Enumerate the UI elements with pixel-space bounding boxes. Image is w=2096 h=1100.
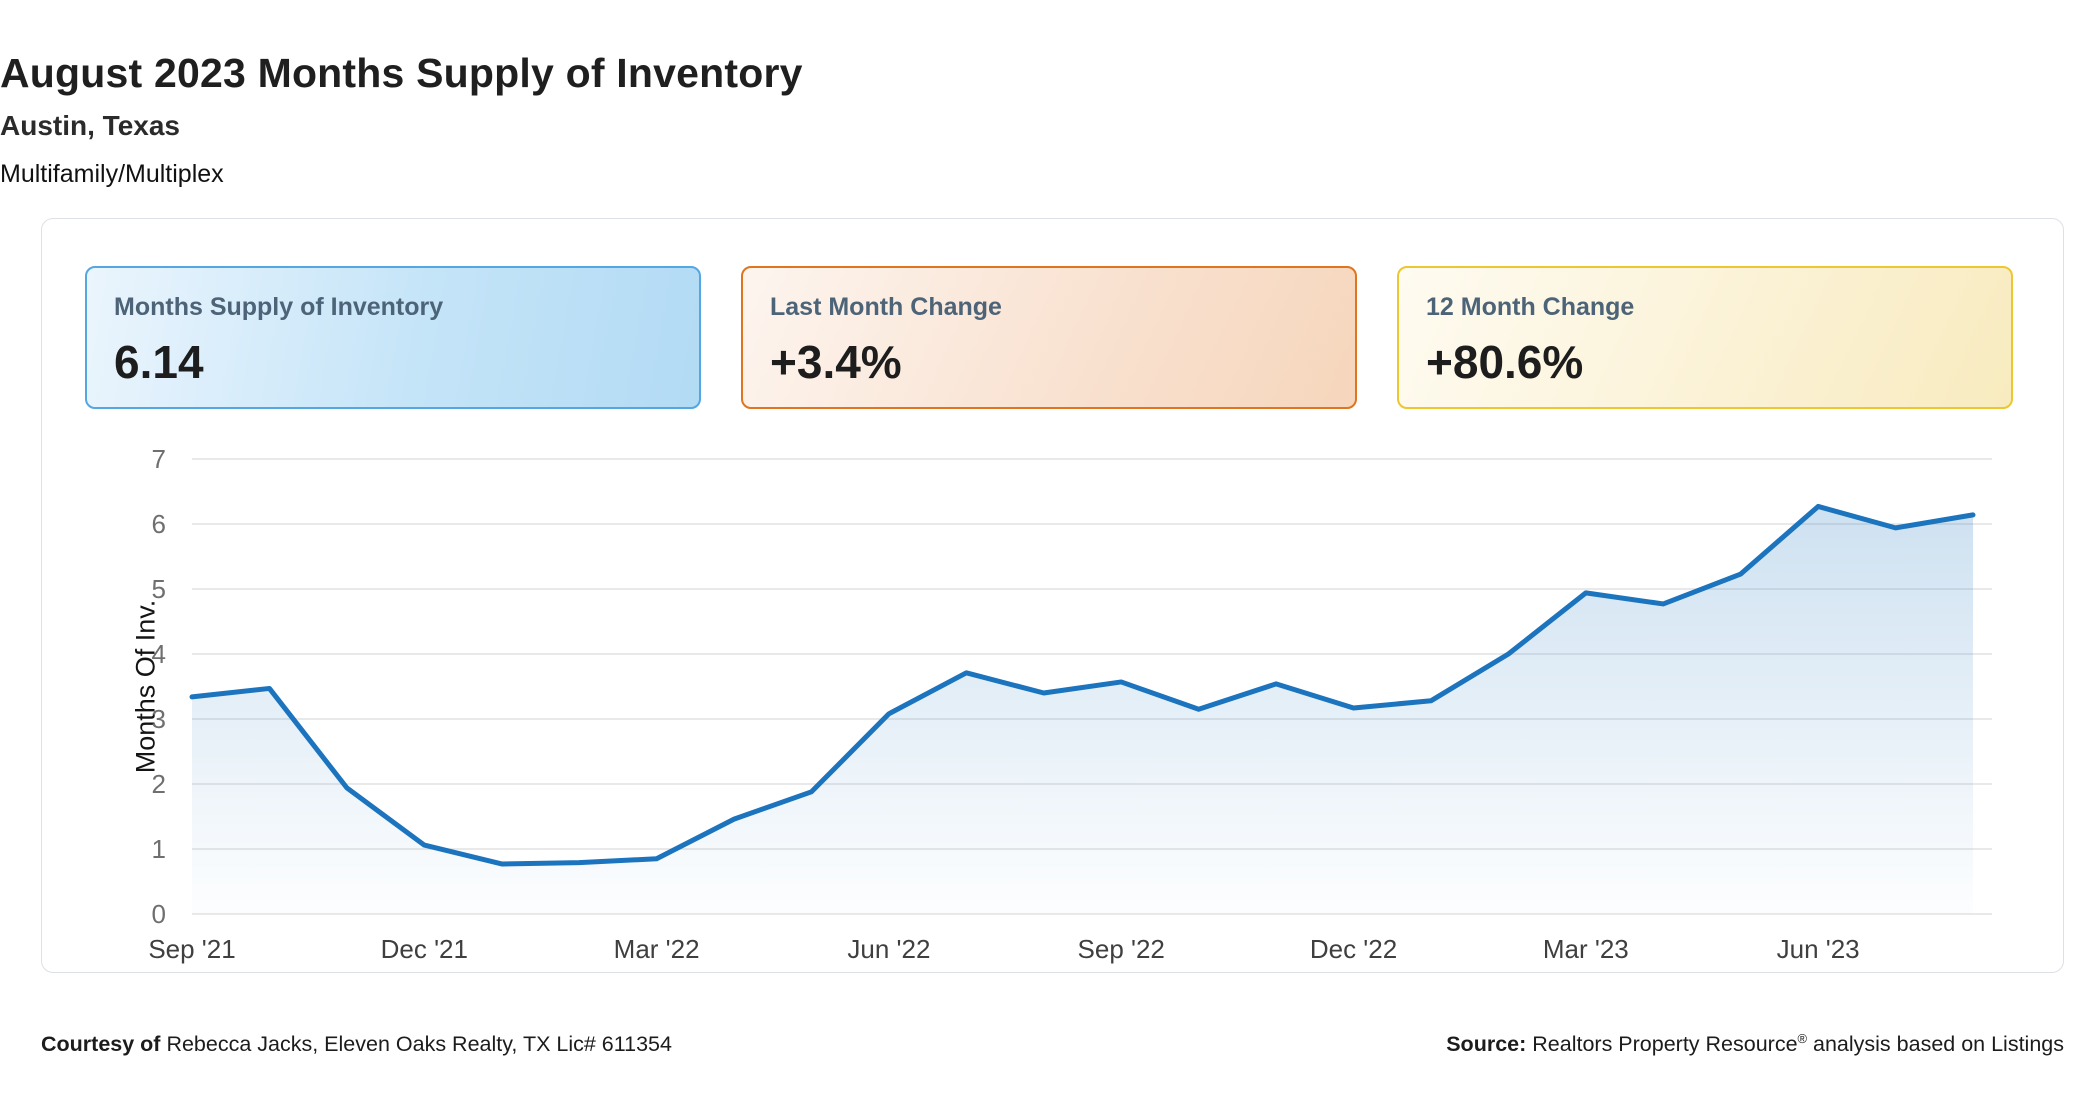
report-panel: Months Supply of Inventory 6.14 Last Mon… (41, 218, 2064, 973)
x-tick-label: Dec '21 (381, 934, 468, 964)
x-tick-label: Mar '22 (614, 934, 700, 964)
page-title: August 2023 Months Supply of Inventory (0, 50, 803, 96)
property-category-label: Multifamily/Multiplex (0, 160, 224, 188)
stat-card-value: +80.6% (1426, 336, 1584, 388)
x-tick-label: Mar '23 (1543, 934, 1629, 964)
x-tick-label: Jun '23 (1777, 934, 1860, 964)
source-label: Source: (1446, 1032, 1527, 1056)
stat-card-value: 6.14 (114, 336, 204, 388)
y-tick-label: 7 (152, 444, 166, 474)
series-line[interactable] (189, 503, 1976, 867)
registered-trademark-symbol: ® (1797, 1030, 1808, 1046)
stat-card-value: +3.4% (770, 336, 902, 388)
y-tick-label: 0 (152, 899, 166, 929)
courtesy-line: Courtesy of Rebecca Jacks, Eleven Oaks R… (41, 1032, 672, 1056)
x-tick-label: Jun '22 (847, 934, 930, 964)
stat-card-last-month-change: Last Month Change +3.4% (741, 266, 1357, 409)
y-tick-label: 4 (152, 639, 166, 669)
x-tick-label: Sep '21 (148, 934, 235, 964)
y-tick-label: 1 (152, 834, 166, 864)
x-tick-label: Dec '22 (1310, 934, 1397, 964)
months-supply-area-chart[interactable]: Months Of Inv. 0 1 2 3 4 5 6 7 Sep '21 Dec '21 Mar… (42, 441, 2065, 974)
stat-card-label: 12 Month Change (1426, 293, 1635, 321)
series-area-fill (192, 506, 1973, 914)
y-tick-label: 5 (152, 574, 166, 604)
page-subtitle: Austin, Texas (0, 110, 180, 141)
stat-card-12-month-change: 12 Month Change +80.6% (1397, 266, 2013, 409)
stat-card-label: Months Supply of Inventory (114, 293, 444, 321)
source-line: Source: Realtors Property Resource® anal… (1446, 1030, 2064, 1056)
y-tick-label: 3 (152, 704, 166, 734)
y-tick-label: 6 (152, 509, 166, 539)
x-tick-label: Sep '22 (1078, 934, 1165, 964)
footer: Courtesy of Rebecca Jacks, Eleven Oaks R… (41, 1032, 2064, 1057)
chart-plot-area[interactable]: 0 1 2 3 4 5 6 7 Sep '21 Dec '21 Mar '22 Jun '22 Sep … (102, 441, 2052, 974)
stat-card-months-supply: Months Supply of Inventory 6.14 (85, 266, 701, 409)
courtesy-label: Courtesy of (41, 1032, 161, 1056)
stat-card-label: Last Month Change (770, 293, 1002, 321)
y-tick-label: 2 (152, 769, 166, 799)
